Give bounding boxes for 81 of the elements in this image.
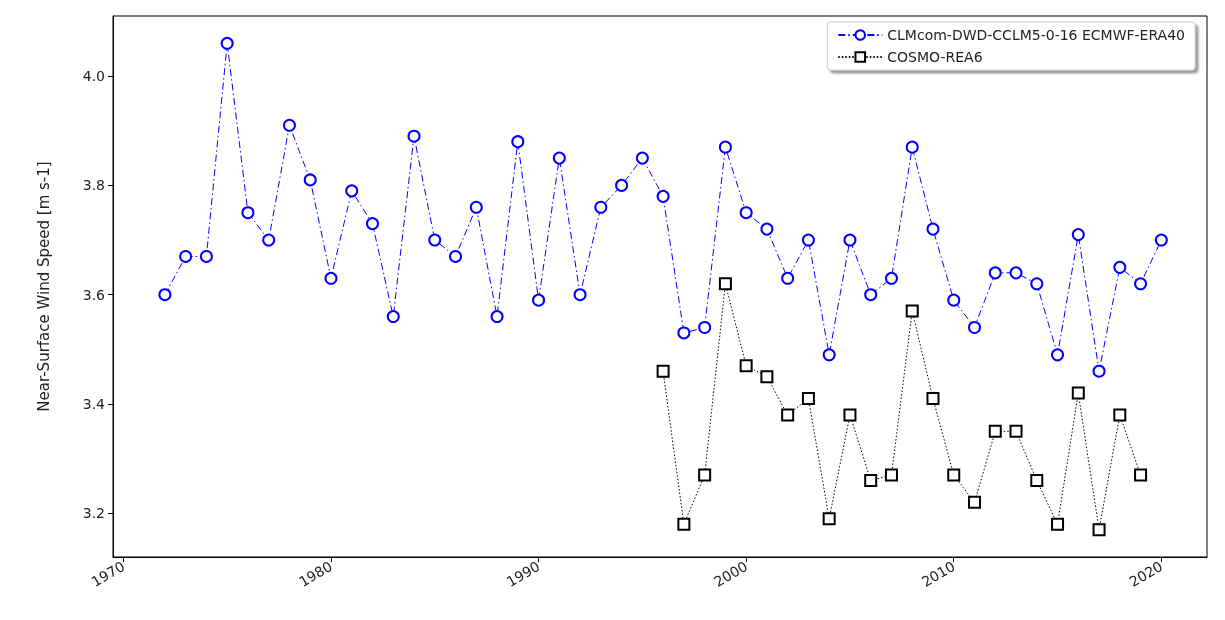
point <box>905 304 919 318</box>
point <box>968 495 981 509</box>
y-tick-label: 3.4 <box>82 395 106 412</box>
point <box>905 140 919 154</box>
point <box>718 277 732 291</box>
legend-label: CLMcom-DWD-CCLM5-0-16 ECMWF-ERA40 <box>887 27 1185 43</box>
point <box>241 206 255 220</box>
point <box>1071 386 1085 400</box>
point <box>449 249 463 263</box>
point <box>282 118 296 132</box>
point <box>1009 424 1023 438</box>
point <box>781 271 795 285</box>
point <box>1051 348 1065 362</box>
point <box>179 249 193 263</box>
point <box>801 233 815 247</box>
point <box>1009 266 1023 280</box>
point <box>324 271 338 285</box>
y-tick-label: 3.6 <box>82 286 106 303</box>
point <box>594 200 608 214</box>
point <box>843 233 857 247</box>
point <box>718 140 732 154</box>
point <box>677 326 691 340</box>
point <box>1134 468 1148 482</box>
point <box>532 293 546 307</box>
point <box>677 517 691 531</box>
point <box>656 189 670 203</box>
point <box>822 512 836 526</box>
point <box>552 151 566 165</box>
point <box>1113 408 1127 422</box>
legend-label: COSMO-REA6 <box>887 49 983 65</box>
y-axis-title: Near-Surface Wind Speed [m s-1] <box>34 161 53 412</box>
point <box>199 249 213 263</box>
point <box>158 288 172 302</box>
point <box>573 288 587 302</box>
point <box>1154 233 1168 247</box>
y-tick-label: 4.0 <box>82 68 105 85</box>
point <box>615 178 629 192</box>
point <box>884 271 898 285</box>
point <box>1092 364 1106 378</box>
point <box>1030 277 1044 291</box>
point <box>366 217 379 231</box>
point <box>739 359 753 373</box>
point <box>760 222 774 236</box>
point <box>843 408 857 422</box>
y-tick-label: 3.8 <box>82 177 105 194</box>
point <box>262 233 276 247</box>
point <box>511 135 525 149</box>
point <box>407 129 421 143</box>
point <box>1071 228 1085 242</box>
point <box>884 468 898 482</box>
point <box>220 36 234 50</box>
point <box>635 151 649 165</box>
point <box>428 233 442 247</box>
point <box>926 392 940 406</box>
point <box>968 320 981 334</box>
point <box>801 392 815 406</box>
point <box>947 293 961 307</box>
point <box>303 173 317 187</box>
point <box>988 424 1002 438</box>
point <box>739 206 753 220</box>
point <box>1092 523 1106 537</box>
point <box>345 184 359 198</box>
point <box>386 310 400 324</box>
point <box>864 473 878 487</box>
point <box>864 288 878 302</box>
point <box>656 364 670 378</box>
point <box>822 348 836 362</box>
point <box>1113 260 1127 274</box>
point <box>698 320 712 334</box>
point <box>1051 517 1065 531</box>
y-tick-label: 3.2 <box>82 505 105 522</box>
point <box>781 408 795 422</box>
point <box>1030 473 1044 487</box>
point <box>490 310 504 324</box>
point <box>1134 277 1148 291</box>
point <box>947 468 961 482</box>
point <box>760 370 774 384</box>
point <box>926 222 940 236</box>
point <box>698 468 712 482</box>
point <box>988 266 1002 280</box>
point <box>469 200 483 214</box>
